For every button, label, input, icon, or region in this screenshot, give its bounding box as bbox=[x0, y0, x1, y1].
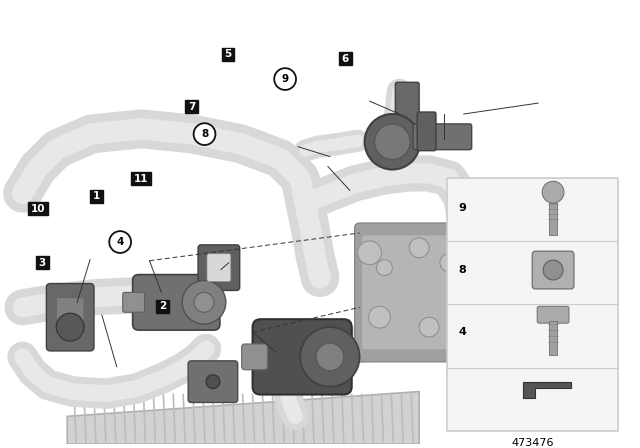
FancyBboxPatch shape bbox=[504, 213, 602, 342]
FancyBboxPatch shape bbox=[131, 172, 151, 185]
FancyBboxPatch shape bbox=[253, 319, 352, 395]
Text: 3: 3 bbox=[38, 258, 45, 268]
FancyBboxPatch shape bbox=[188, 361, 237, 402]
FancyBboxPatch shape bbox=[413, 124, 472, 150]
Circle shape bbox=[182, 280, 226, 324]
Circle shape bbox=[543, 260, 563, 280]
Bar bbox=[549, 203, 557, 235]
Circle shape bbox=[440, 254, 458, 271]
Circle shape bbox=[542, 181, 564, 203]
FancyBboxPatch shape bbox=[490, 200, 616, 360]
Text: 7: 7 bbox=[188, 102, 196, 112]
FancyBboxPatch shape bbox=[355, 223, 474, 362]
Circle shape bbox=[376, 260, 392, 276]
Circle shape bbox=[409, 238, 429, 258]
FancyBboxPatch shape bbox=[515, 229, 587, 286]
FancyBboxPatch shape bbox=[156, 300, 169, 313]
FancyBboxPatch shape bbox=[339, 52, 352, 65]
Text: 8: 8 bbox=[201, 129, 208, 139]
Polygon shape bbox=[524, 382, 571, 398]
FancyBboxPatch shape bbox=[242, 344, 268, 370]
Text: 4: 4 bbox=[459, 327, 467, 337]
FancyBboxPatch shape bbox=[46, 284, 94, 351]
Circle shape bbox=[274, 68, 296, 90]
Circle shape bbox=[358, 241, 381, 265]
Text: 11: 11 bbox=[134, 173, 148, 184]
FancyBboxPatch shape bbox=[186, 100, 198, 113]
FancyBboxPatch shape bbox=[90, 190, 103, 203]
Circle shape bbox=[316, 343, 344, 371]
Bar bbox=[549, 321, 557, 355]
Circle shape bbox=[206, 375, 220, 388]
FancyBboxPatch shape bbox=[532, 194, 578, 227]
FancyBboxPatch shape bbox=[36, 256, 49, 269]
Text: 6: 6 bbox=[342, 54, 349, 64]
FancyBboxPatch shape bbox=[396, 82, 419, 126]
Text: 1: 1 bbox=[93, 191, 100, 201]
Circle shape bbox=[365, 114, 420, 169]
Circle shape bbox=[419, 317, 439, 337]
Bar bbox=[447, 178, 618, 431]
Circle shape bbox=[109, 231, 131, 253]
FancyBboxPatch shape bbox=[28, 202, 47, 215]
FancyBboxPatch shape bbox=[207, 254, 231, 281]
Circle shape bbox=[374, 124, 410, 159]
FancyBboxPatch shape bbox=[198, 245, 240, 290]
Text: 5: 5 bbox=[225, 49, 232, 59]
Text: 10: 10 bbox=[31, 204, 45, 214]
Circle shape bbox=[194, 293, 214, 312]
Text: 8: 8 bbox=[459, 265, 467, 275]
Circle shape bbox=[300, 327, 360, 387]
FancyBboxPatch shape bbox=[417, 112, 436, 151]
FancyBboxPatch shape bbox=[362, 235, 461, 350]
Circle shape bbox=[56, 313, 84, 341]
Circle shape bbox=[194, 123, 216, 145]
Text: 4: 4 bbox=[116, 237, 124, 247]
Text: 9: 9 bbox=[282, 74, 289, 84]
Text: 473476: 473476 bbox=[511, 438, 554, 448]
Text: 2: 2 bbox=[159, 302, 166, 311]
FancyBboxPatch shape bbox=[532, 251, 574, 289]
Polygon shape bbox=[67, 392, 419, 444]
Text: 9: 9 bbox=[459, 203, 467, 213]
FancyBboxPatch shape bbox=[221, 48, 234, 60]
FancyBboxPatch shape bbox=[537, 306, 569, 323]
FancyBboxPatch shape bbox=[132, 275, 220, 330]
FancyBboxPatch shape bbox=[123, 293, 145, 312]
FancyBboxPatch shape bbox=[56, 297, 84, 337]
Circle shape bbox=[369, 306, 390, 328]
